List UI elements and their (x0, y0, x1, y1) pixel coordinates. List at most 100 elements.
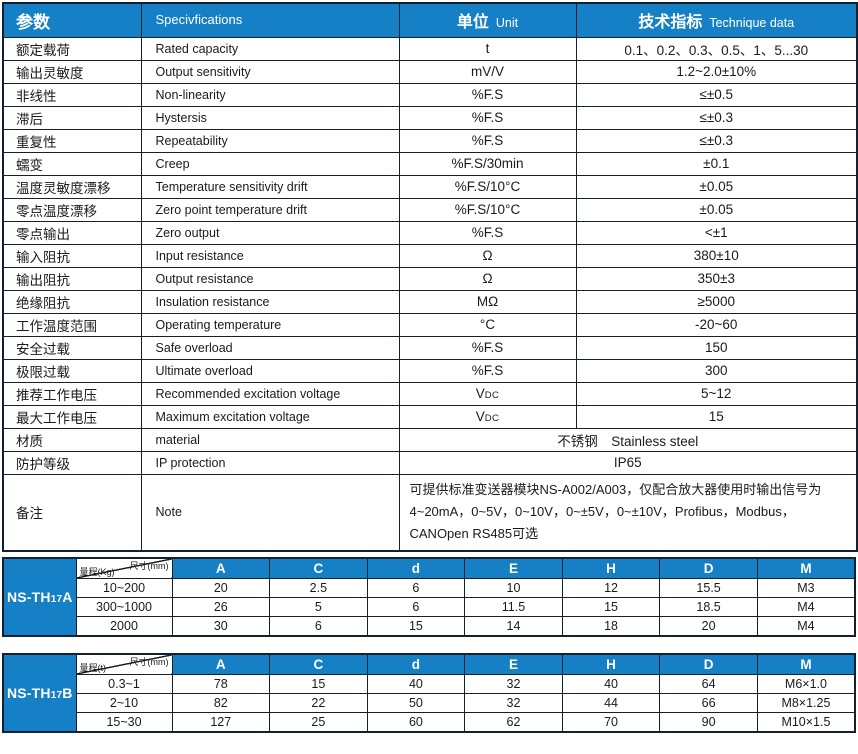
dim-data-row: 10~200 20 2.5 6 10 12 15.5 M3 (3, 578, 856, 599)
value-cell: 5~12 (575, 381, 858, 406)
unit-subscript: DC (484, 390, 500, 401)
unit-text: °C (479, 317, 496, 332)
unit-text: %F.S (471, 340, 504, 355)
unit-text: Ω (482, 248, 493, 263)
unit-cell: %F.S (398, 105, 577, 130)
unit-cell: mV/V (398, 59, 577, 84)
spec-table: 参数 Specivfications 单位 Unit 技术指标 Technique … (2, 2, 858, 552)
dim-value-cell: M8×1.25 (756, 693, 856, 714)
model-prefix: NS-TH (6, 588, 51, 605)
dim-column-header: H (561, 557, 661, 580)
dim-value-cell: 70 (561, 712, 661, 733)
unit-text: %F.S (471, 87, 504, 102)
unit-text: Ω (482, 271, 493, 286)
param-cn-cell: 额定载荷 (2, 36, 142, 61)
unit-cell: %F.S/10°C (398, 197, 577, 222)
dim-value-cell: 15 (561, 597, 661, 618)
spec-row: 输出阻抗 Output resistance Ω 350±3 (2, 266, 858, 291)
dim-column-header: C (269, 653, 368, 676)
dim-value-cell: 22 (269, 693, 368, 714)
header-unit-en: Unit (495, 16, 519, 31)
header-unit-cn: 单位 (456, 14, 489, 32)
dim-value-cell: 64 (659, 674, 758, 695)
value-cell: ≤±0.3 (575, 128, 858, 153)
param-cn-cell: 推荐工作电压 (2, 381, 142, 406)
param-cn-cell: 备注 (2, 473, 142, 552)
spec-row: 材质 material 不锈钢 Stainless steel (2, 427, 858, 452)
param-en-cell: Creep (140, 151, 400, 176)
param-en-cell: Temperature sensitivity drift (140, 174, 400, 199)
diagonal-header-cell: 尺寸(mm) 量程(t) (75, 653, 173, 676)
dim-value-cell: M4 (756, 597, 856, 618)
unit-cell: Ω (398, 266, 577, 291)
range-cell: 2000 (75, 616, 173, 637)
dim-column-header: d (366, 653, 466, 676)
param-en-cell: Input resistance (140, 243, 400, 268)
spec-row: 备注 Note 可提供标准变送器模块NS-A002/A003，仅配合放大器使用时输出… (2, 473, 858, 552)
dim-value-cell: 18 (561, 616, 661, 637)
range-cell: 2~10 (75, 693, 173, 714)
dim-value-cell: 30 (171, 616, 271, 637)
param-en-cell: Insulation resistance (140, 289, 400, 314)
dim-value-cell: 40 (561, 674, 661, 695)
spec-row: 输出灵敏度 Output sensitivity mV/V 1.2~2.0±10% (2, 59, 858, 84)
dim-value-cell: 66 (659, 693, 758, 714)
param-en-cell: Ultimate overload (140, 358, 400, 383)
dim-value-cell: 6 (269, 616, 368, 637)
diagonal-header-cell: 尺寸(mm) 量程(Kg) (75, 557, 173, 580)
param-cn-cell: 蠕变 (2, 151, 142, 176)
spec-row: 重复性 Repeatability %F.S ≤±0.3 (2, 128, 858, 153)
dim-value-cell: 15.5 (659, 578, 758, 599)
dim-column-header: C (269, 557, 368, 580)
dim-column-header: M (756, 653, 856, 676)
value-cell: 380±10 (575, 243, 858, 268)
unit-cell: %F.S (398, 358, 577, 383)
dim-column-header: H (561, 653, 661, 676)
note-line: 可提供标准变送器模块NS-A002/A003，仅配合放大器使用时输出信号为 (409, 481, 822, 497)
unit-cell: %F.S (398, 128, 577, 153)
dim-value-cell: 20 (171, 578, 271, 599)
dim-data-row: 300~1000 26 5 6 11.5 15 18.5 M4 (3, 597, 856, 618)
param-en-cell: Output resistance (140, 266, 400, 291)
dim-value-cell: 5 (269, 597, 368, 618)
param-cn-cell: 材质 (2, 427, 142, 452)
value-cell: 300 (575, 358, 858, 383)
dim-value-cell: 18.5 (659, 597, 758, 618)
param-cn-cell: 零点输出 (2, 220, 142, 245)
dim-value-cell: 12 (561, 578, 661, 599)
param-en-cell: Output sensitivity (140, 59, 400, 84)
header-param: 参数 (2, 2, 142, 38)
dim-value-cell: 25 (269, 712, 368, 733)
dim-column-header: A (171, 557, 271, 580)
unit-cell: %F.S/30min (398, 151, 577, 176)
value-cell: ±0.05 (575, 197, 858, 222)
spec-row: 额定载荷 Rated capacity t 0.1、0.2、0.3、0.5、1、5..… (2, 36, 858, 61)
unit-text: V (475, 409, 485, 424)
model-subscript: 17 (50, 689, 63, 701)
dim-value-cell: 50 (366, 693, 466, 714)
dim-value-cell: M6×1.0 (756, 674, 856, 695)
dim-value-cell: 62 (464, 712, 563, 733)
dim-data-row: 2000 30 6 15 14 18 20 M4 (3, 616, 856, 637)
header-technique-data: 技术指标 Technique data (575, 2, 858, 38)
dimension-unit-label: 尺寸(mm) (129, 656, 169, 667)
model-prefix: NS-TH (6, 684, 51, 701)
unit-text: %F.S (471, 363, 504, 378)
value-cell: <±1 (575, 220, 858, 245)
unit-cell: VDC (398, 404, 577, 429)
unit-cell: %F.S (398, 82, 577, 107)
dim-column-header: M (756, 557, 856, 580)
param-en-cell: Maximum excitation voltage (140, 404, 400, 429)
dim-value-cell: 82 (171, 693, 271, 714)
dim-value-cell: 44 (561, 693, 661, 714)
unit-text: %F.S/10°C (454, 179, 521, 194)
dim-value-cell: 20 (659, 616, 758, 637)
spec-row: 温度灵敏度漂移 Temperature sensitivity drift %F.S… (2, 174, 858, 199)
unit-text: %F.S (471, 225, 504, 240)
unit-text: %F.S/10°C (454, 202, 521, 217)
model-label-cell: NS-TH17A (2, 557, 77, 637)
param-en-cell: Recommended excitation voltage (140, 381, 400, 406)
model-suffix: B (62, 684, 73, 701)
unit-text: t (485, 41, 490, 56)
